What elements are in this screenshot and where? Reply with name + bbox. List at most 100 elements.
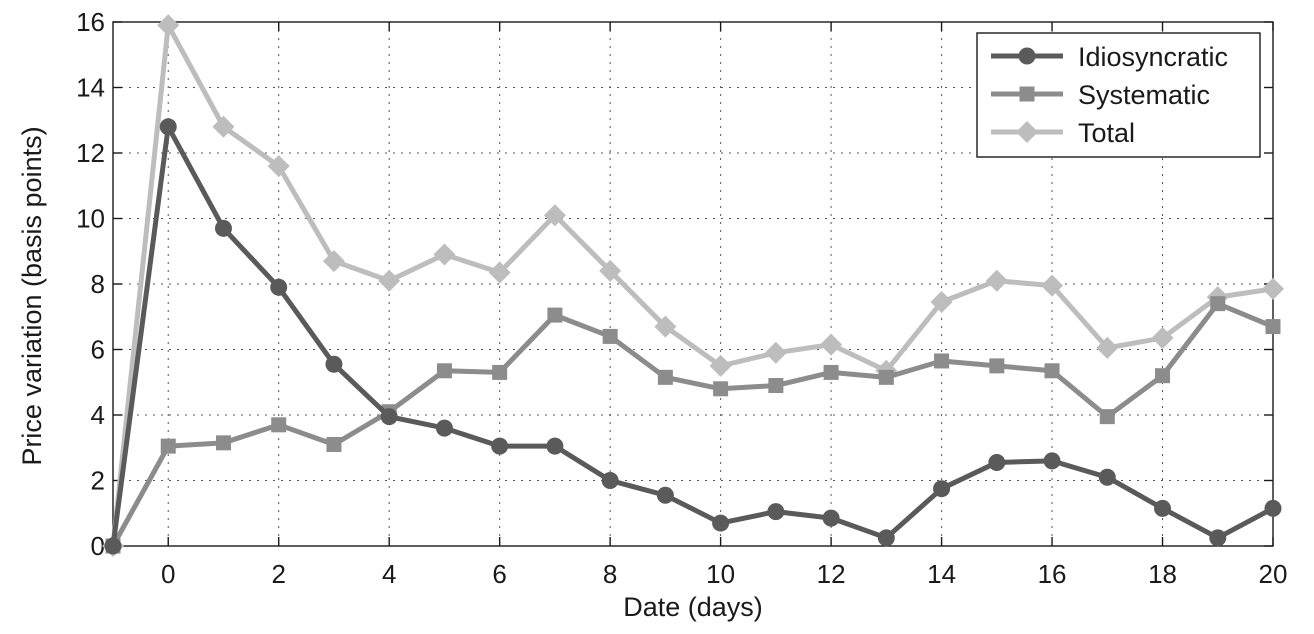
x-tick-label: 8 bbox=[603, 559, 617, 589]
data-point bbox=[378, 269, 401, 292]
data-point bbox=[325, 355, 343, 373]
legend-label: Systematic bbox=[1078, 80, 1210, 110]
data-point bbox=[1155, 368, 1171, 384]
data-point bbox=[712, 514, 730, 532]
x-tick-label: 14 bbox=[927, 559, 956, 589]
data-point bbox=[601, 472, 619, 489]
data-point bbox=[823, 364, 839, 380]
data-point bbox=[988, 453, 1006, 471]
data-point bbox=[488, 261, 511, 284]
data-point bbox=[270, 278, 288, 296]
data-point bbox=[654, 315, 677, 338]
legend-entries: Idiosyncratic Systematic Total bbox=[991, 42, 1228, 148]
y-tick-label: 4 bbox=[91, 400, 105, 430]
data-point bbox=[1044, 363, 1060, 379]
data-point bbox=[1043, 452, 1061, 470]
data-point bbox=[159, 118, 177, 136]
data-point bbox=[1154, 499, 1172, 517]
y-tick-label: 8 bbox=[91, 269, 105, 299]
x-tick-label: 10 bbox=[706, 559, 735, 589]
x-tick-label: 0 bbox=[161, 559, 175, 589]
data-point bbox=[933, 480, 951, 498]
data-point bbox=[657, 369, 673, 385]
data-point bbox=[764, 341, 787, 364]
x-tick-label: 6 bbox=[492, 559, 506, 589]
data-point bbox=[599, 259, 622, 282]
data-point bbox=[1098, 468, 1116, 486]
data-point bbox=[877, 529, 895, 547]
data-point bbox=[491, 437, 509, 455]
data-point bbox=[767, 503, 785, 521]
data-point bbox=[271, 417, 287, 433]
data-point bbox=[215, 435, 231, 451]
data-point bbox=[989, 358, 1005, 374]
x-tick-label: 18 bbox=[1148, 559, 1177, 589]
data-point bbox=[380, 408, 398, 426]
data-point bbox=[1099, 409, 1115, 425]
y-tick-label: 16 bbox=[76, 7, 105, 37]
data-point bbox=[1210, 296, 1226, 312]
legend: Idiosyncratic Systematic Total bbox=[976, 32, 1261, 158]
x-tick-label: 20 bbox=[1259, 559, 1288, 589]
legend-entry: Idiosyncratic bbox=[991, 42, 1228, 72]
data-point bbox=[656, 486, 674, 504]
legend-entry: Systematic bbox=[991, 80, 1210, 110]
y-tick-label: 6 bbox=[91, 335, 105, 365]
data-point bbox=[543, 204, 566, 227]
legend-entry: Total bbox=[991, 118, 1135, 148]
legend-label: Total bbox=[1078, 118, 1135, 148]
data-point bbox=[820, 333, 843, 356]
series-systematic bbox=[105, 296, 1281, 554]
data-point bbox=[768, 378, 784, 394]
data-point bbox=[934, 353, 950, 369]
data-point bbox=[1041, 274, 1064, 297]
data-point bbox=[1151, 327, 1174, 350]
y-tick-label: 0 bbox=[91, 531, 105, 561]
data-point bbox=[878, 369, 894, 385]
series-lines bbox=[102, 14, 1284, 557]
data-point bbox=[212, 115, 235, 138]
y-tick-label: 2 bbox=[91, 466, 105, 496]
data-point bbox=[547, 307, 563, 323]
legend-marker bbox=[1019, 86, 1035, 102]
y-tick-label: 12 bbox=[76, 138, 105, 168]
data-point bbox=[1096, 336, 1119, 359]
x-tick-label: 4 bbox=[382, 559, 396, 589]
y-tick-label: 10 bbox=[76, 204, 105, 234]
data-point bbox=[1262, 277, 1284, 300]
data-point bbox=[104, 537, 122, 555]
data-point bbox=[602, 328, 618, 344]
legend-marker bbox=[1016, 121, 1038, 143]
x-axis-label: Date (days) bbox=[623, 592, 763, 622]
data-point bbox=[433, 243, 456, 266]
legend-marker bbox=[1018, 47, 1036, 65]
data-point bbox=[546, 437, 564, 455]
data-point bbox=[1265, 319, 1281, 335]
series-line bbox=[110, 301, 1276, 549]
data-point bbox=[713, 381, 729, 397]
x-tick-label: 2 bbox=[271, 559, 285, 589]
x-tick-label: 12 bbox=[817, 559, 846, 589]
y-axis-label: Price variation (basis points) bbox=[17, 126, 47, 465]
data-point bbox=[985, 269, 1008, 292]
data-point bbox=[492, 364, 508, 380]
axis-ticks: 0 2 4 6 8 10 12 14 16 18 20 0 2 4 6 8 10 12 14 16 bbox=[76, 7, 1287, 589]
legend-label: Idiosyncratic bbox=[1078, 42, 1228, 72]
data-point bbox=[160, 438, 176, 454]
series-idiosyncratic bbox=[104, 118, 1282, 555]
data-point bbox=[1209, 529, 1227, 547]
data-point bbox=[435, 419, 453, 437]
data-point bbox=[822, 509, 840, 527]
series-line bbox=[110, 124, 1276, 549]
data-point bbox=[267, 155, 290, 178]
data-point bbox=[1264, 499, 1282, 517]
data-point bbox=[157, 14, 180, 37]
data-point bbox=[930, 291, 953, 314]
data-point bbox=[322, 250, 345, 273]
data-point bbox=[326, 436, 342, 452]
series-line bbox=[110, 22, 1276, 549]
data-point bbox=[709, 354, 732, 377]
x-tick-label: 16 bbox=[1038, 559, 1067, 589]
data-point bbox=[214, 219, 232, 237]
